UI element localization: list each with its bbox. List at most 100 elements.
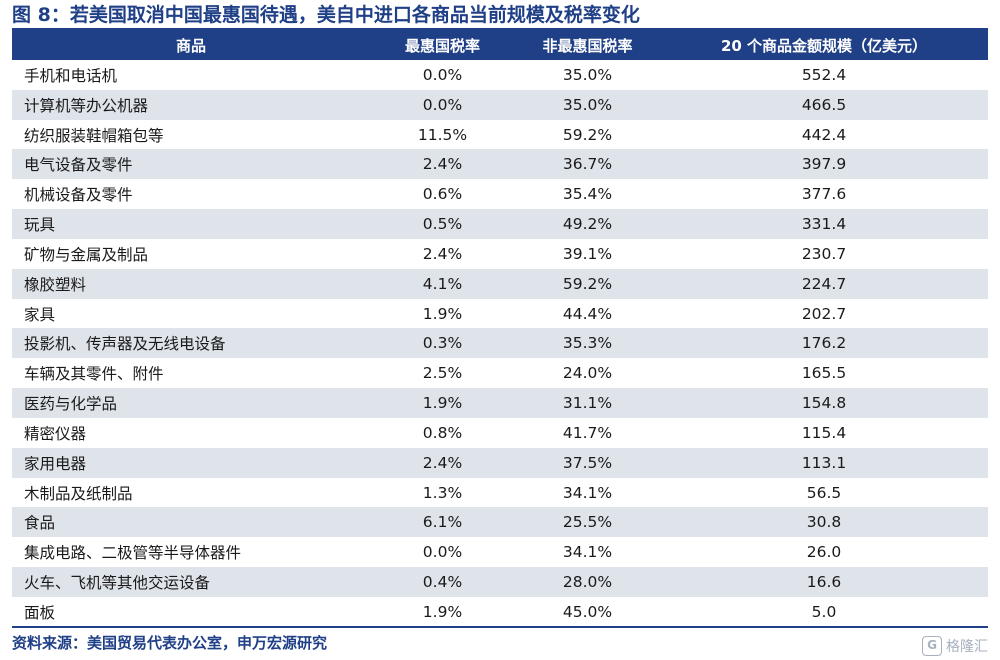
header-rule [12, 28, 988, 30]
table-row: 家用电器 2.4% 37.5% 113.1 [12, 447, 988, 478]
cell-non-mfn-rate: 28.0% [562, 572, 613, 591]
cell-non-mfn-rate: 59.2% [562, 125, 613, 144]
watermark-logo-icon: G [922, 636, 942, 656]
column-header-amount: 20 个商品金额规模（亿美元） [720, 36, 928, 55]
cell-amount: 176.2 [801, 334, 847, 353]
cell-non-mfn-rate: 35.0% [562, 65, 613, 84]
cell-mfn-rate: 0.0% [422, 95, 463, 114]
cell-non-mfn-rate: 35.3% [562, 334, 613, 353]
cell-mfn-rate: 0.4% [422, 572, 463, 591]
cell-mfn-rate: 4.1% [422, 274, 463, 293]
cell-product: 食品 [24, 514, 56, 533]
cell-product: 木制品及纸制品 [24, 484, 133, 503]
cell-mfn-rate: 2.5% [422, 364, 463, 383]
cell-mfn-rate: 6.1% [422, 513, 463, 532]
cell-non-mfn-rate: 25.5% [562, 513, 613, 532]
cell-amount: 16.6 [806, 572, 842, 591]
table-row: 精密仪器 0.8% 41.7% 115.4 [12, 418, 988, 448]
table-row: 面板 1.9% 45.0% 5.0 [12, 597, 988, 627]
table-row: 木制品及纸制品 1.3% 34.1% 56.5 [12, 478, 988, 508]
cell-product: 玩具 [24, 216, 56, 235]
cell-mfn-rate: 2.4% [422, 453, 463, 472]
figure-title: 图 8：若美国取消中国最惠国待遇，美自中进口各商品当前规模及税率变化 [12, 4, 640, 26]
cell-product: 家用电器 [24, 454, 87, 473]
table-row: 玩具 0.5% 49.2% 331.4 [12, 209, 988, 239]
cell-product: 面板 [24, 603, 56, 622]
cell-non-mfn-rate: 45.0% [562, 602, 613, 621]
cell-mfn-rate: 1.9% [422, 602, 463, 621]
cell-mfn-rate: 1.9% [422, 304, 463, 323]
table-row: 家具 1.9% 44.4% 202.7 [12, 299, 988, 329]
cell-non-mfn-rate: 37.5% [562, 453, 613, 472]
data-table: 商品 最惠国税率 非最惠国税率 20 个商品金额规模（亿美元） 手机和电话机 0.… [12, 30, 988, 627]
cell-non-mfn-rate: 59.2% [562, 274, 613, 293]
cell-amount: 331.4 [801, 215, 847, 234]
cell-mfn-rate: 0.3% [422, 334, 463, 353]
table-row: 食品 6.1% 25.5% 30.8 [12, 507, 988, 538]
column-header-non-mfn-rate: 非最惠国税率 [542, 36, 633, 55]
cell-mfn-rate: 1.3% [422, 483, 463, 502]
table-row: 计算机等办公机器 0.0% 35.0% 466.5 [12, 89, 988, 120]
cell-amount: 56.5 [806, 483, 842, 502]
footer-rule [12, 626, 988, 628]
cell-mfn-rate: 11.5% [417, 125, 468, 144]
cell-amount: 165.5 [801, 364, 847, 383]
cell-amount: 442.4 [801, 125, 847, 144]
cell-amount: 26.0 [806, 543, 842, 562]
cell-amount: 115.4 [801, 423, 847, 442]
column-header-mfn-rate: 最惠国税率 [404, 36, 480, 55]
table-row: 纺织服装鞋帽箱包等 11.5% 59.2% 442.4 [12, 120, 988, 150]
cell-non-mfn-rate: 39.1% [562, 244, 613, 263]
cell-product: 机械设备及零件 [24, 186, 133, 205]
cell-amount: 5.0 [811, 602, 837, 621]
cell-non-mfn-rate: 44.4% [562, 304, 613, 323]
cell-non-mfn-rate: 24.0% [562, 364, 613, 383]
column-header-product: 商品 [175, 36, 206, 55]
cell-amount: 30.8 [806, 513, 842, 532]
source-note: 资料来源：美国贸易代表办公室，申万宏源研究 [12, 634, 328, 652]
cell-product: 手机和电话机 [24, 66, 118, 85]
watermark: G 格隆汇 [922, 636, 988, 656]
table-row: 医药与化学品 1.9% 31.1% 154.8 [12, 388, 988, 418]
cell-amount: 202.7 [801, 304, 847, 323]
cell-mfn-rate: 0.8% [422, 423, 463, 442]
cell-non-mfn-rate: 34.1% [562, 483, 613, 502]
cell-mfn-rate: 0.0% [422, 543, 463, 562]
cell-product: 投影机、传声器及无线电设备 [24, 335, 226, 354]
cell-product: 集成电路、二极管等半导体器件 [24, 544, 242, 563]
cell-amount: 113.1 [801, 453, 847, 472]
table-row: 火车、飞机等其他交运设备 0.4% 28.0% 16.6 [12, 567, 988, 597]
cell-product: 矿物与金属及制品 [24, 245, 149, 264]
table-header-row: 商品 最惠国税率 非最惠国税率 20 个商品金额规模（亿美元） [12, 30, 988, 60]
cell-mfn-rate: 0.6% [422, 185, 463, 204]
cell-amount: 466.5 [801, 95, 847, 114]
cell-product: 精密仪器 [24, 424, 87, 443]
cell-mfn-rate: 1.9% [422, 394, 463, 413]
cell-amount: 552.4 [801, 65, 847, 84]
table-row: 投影机、传声器及无线电设备 0.3% 35.3% 176.2 [12, 328, 988, 359]
table-row: 橡胶塑料 4.1% 59.2% 224.7 [12, 268, 988, 299]
cell-mfn-rate: 0.5% [422, 215, 463, 234]
cell-mfn-rate: 2.4% [422, 155, 463, 174]
cell-amount: 377.6 [801, 185, 847, 204]
cell-non-mfn-rate: 41.7% [562, 423, 613, 442]
cell-non-mfn-rate: 36.7% [562, 155, 613, 174]
cell-non-mfn-rate: 49.2% [562, 215, 613, 234]
cell-mfn-rate: 0.0% [422, 65, 463, 84]
cell-product: 纺织服装鞋帽箱包等 [24, 126, 164, 145]
table-row: 机械设备及零件 0.6% 35.4% 377.6 [12, 179, 988, 209]
watermark-text: 格隆汇 [946, 639, 988, 655]
cell-amount: 397.9 [801, 155, 847, 174]
cell-mfn-rate: 2.4% [422, 244, 463, 263]
table-body: 手机和电话机 0.0% 35.0% 552.4 计算机等办公机器 0.0% 35.0% 466… [12, 60, 988, 627]
table-row: 手机和电话机 0.0% 35.0% 552.4 [12, 60, 988, 90]
cell-product: 家具 [24, 305, 56, 324]
cell-non-mfn-rate: 31.1% [562, 394, 613, 413]
cell-amount: 224.7 [801, 274, 847, 293]
table-row: 集成电路、二极管等半导体器件 0.0% 34.1% 26.0 [12, 537, 988, 567]
cell-product: 医药与化学品 [24, 395, 118, 414]
cell-amount: 154.8 [801, 394, 847, 413]
cell-product: 火车、飞机等其他交运设备 [24, 573, 211, 592]
cell-product: 橡胶塑料 [24, 275, 87, 294]
table-row: 矿物与金属及制品 2.4% 39.1% 230.7 [12, 239, 988, 269]
